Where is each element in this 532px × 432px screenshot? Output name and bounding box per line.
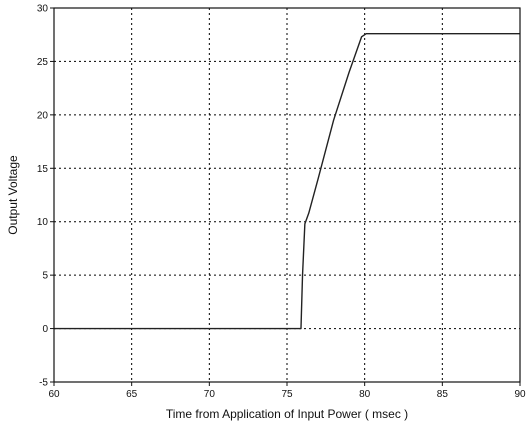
y-tick-label: 20 — [37, 110, 49, 121]
x-tick-label: 75 — [281, 389, 293, 400]
x-tick-label: 90 — [514, 389, 526, 400]
x-tick-label: 65 — [126, 389, 138, 400]
y-tick-label: 5 — [42, 271, 48, 282]
y-tick-label: 30 — [37, 4, 49, 15]
y-tick-label: -5 — [39, 378, 48, 389]
series-line-0 — [54, 32, 520, 330]
grid-lines — [54, 8, 520, 382]
axis-ticks — [50, 7, 521, 386]
x-tick-label: 80 — [359, 389, 371, 400]
y-tick-label: 25 — [37, 57, 49, 68]
y-tick-label: 15 — [37, 164, 49, 175]
x-axis-label: Time from Application of Input Power ( m… — [166, 407, 408, 421]
tick-labels: 60 65 70 75 80 85 90 -5 0 5 10 15 20 25 30 — [37, 4, 526, 401]
series-layer — [54, 32, 520, 330]
x-tick-label: 85 — [437, 389, 449, 400]
plot-frame — [53, 7, 521, 383]
x-tick-label: 70 — [204, 389, 216, 400]
x-tick-label: 60 — [48, 389, 60, 400]
y-tick-label: 10 — [37, 217, 49, 228]
y-axis-label: Output Voltage — [6, 155, 20, 235]
y-tick-label: 0 — [42, 324, 48, 335]
